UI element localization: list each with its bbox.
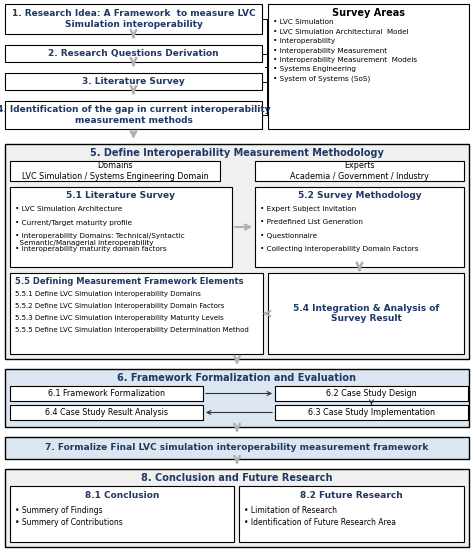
FancyBboxPatch shape [5,4,262,34]
Text: • LVC Simulation Architectural  Model: • LVC Simulation Architectural Model [273,29,409,34]
Text: Domains
LVC Simulation / Systems Engineering Domain: Domains LVC Simulation / Systems Enginee… [22,161,208,181]
FancyBboxPatch shape [275,405,468,420]
FancyBboxPatch shape [10,273,263,354]
Text: Experts
Academia / Government / Industry: Experts Academia / Government / Industry [290,161,429,181]
Text: 5.5 Defining Measurement Framework Elements: 5.5 Defining Measurement Framework Eleme… [15,278,244,286]
Text: • Expert Subject Invitation: • Expert Subject Invitation [260,206,356,212]
FancyBboxPatch shape [255,161,464,181]
Text: 7. Formalize Final LVC simulation interoperability measurement framework: 7. Formalize Final LVC simulation intero… [46,443,428,453]
FancyBboxPatch shape [10,161,220,181]
Text: 8. Conclusion and Future Research: 8. Conclusion and Future Research [141,473,333,483]
Text: 8.2 Future Research: 8.2 Future Research [300,491,403,500]
Text: 5. Define Interoperability Measurement Methodology: 5. Define Interoperability Measurement M… [90,148,384,158]
FancyBboxPatch shape [268,4,469,129]
Text: • Interoperability Domains: Technical/Syntactic
  Semantic/Managerial interopera: • Interoperability Domains: Technical/Sy… [15,233,185,246]
FancyBboxPatch shape [5,101,262,129]
FancyBboxPatch shape [239,486,464,542]
FancyBboxPatch shape [10,486,234,542]
Text: • Systems Engineering: • Systems Engineering [273,66,356,72]
Text: • Interoperability Measurement  Models: • Interoperability Measurement Models [273,57,417,63]
Text: • Interoperability maturity domain factors: • Interoperability maturity domain facto… [15,247,167,252]
Text: 3. Literature Survey: 3. Literature Survey [82,77,185,86]
Text: • Predefined List Generation: • Predefined List Generation [260,220,363,226]
Text: • Limitation of Research: • Limitation of Research [244,506,337,515]
FancyBboxPatch shape [5,469,469,547]
Text: • Summery of Contributions: • Summery of Contributions [15,518,123,527]
Text: 5.5.2 Define LVC Simulation Interoperability Domain Factors: 5.5.2 Define LVC Simulation Interoperabi… [15,303,224,309]
FancyBboxPatch shape [5,369,469,427]
Text: 1. Research Idea: A Framework  to measure LVC
Simulation interoperability: 1. Research Idea: A Framework to measure… [12,9,255,29]
Text: 6. Framework Formalization and Evaluation: 6. Framework Formalization and Evaluatio… [118,373,356,383]
Text: 5.5.1 Define LVC Simulation Interoperability Domains: 5.5.1 Define LVC Simulation Interoperabi… [15,291,201,297]
Text: • Interoperability: • Interoperability [273,38,335,44]
Text: 5.5.5 Define LVC Simulation Interoperability Determination Method: 5.5.5 Define LVC Simulation Interoperabi… [15,327,249,333]
Text: • Collecting Interoperability Domain Factors: • Collecting Interoperability Domain Fac… [260,247,419,252]
Text: • LVC Simulation Architecture: • LVC Simulation Architecture [15,206,122,212]
Text: 5.2 Survey Methodology: 5.2 Survey Methodology [298,192,421,200]
FancyBboxPatch shape [255,187,464,267]
FancyBboxPatch shape [10,405,203,420]
Text: • Summery of Findings: • Summery of Findings [15,506,103,515]
Text: • System of Systems (SoS): • System of Systems (SoS) [273,76,370,82]
Text: 5.4 Integration & Analysis of
Survey Result: 5.4 Integration & Analysis of Survey Res… [293,304,439,323]
Text: 6.2 Case Study Design: 6.2 Case Study Design [326,389,417,398]
FancyBboxPatch shape [5,45,262,62]
Text: 8.1 Conclusion: 8.1 Conclusion [85,491,159,500]
Text: • Current/Target maturity profile: • Current/Target maturity profile [15,220,132,226]
Text: 5.5.3 Define LVC Simulation Interoperability Maturity Levels: 5.5.3 Define LVC Simulation Interoperabi… [15,315,224,321]
FancyBboxPatch shape [268,273,464,354]
Text: • Interoperability Measurement: • Interoperability Measurement [273,47,387,54]
Text: • Questionnaire: • Questionnaire [260,233,317,239]
Text: 6.1 Framework Formalization: 6.1 Framework Formalization [48,389,165,398]
Text: Survey Areas: Survey Areas [332,8,405,18]
Text: 2. Research Questions Derivation: 2. Research Questions Derivation [48,49,219,58]
FancyBboxPatch shape [5,73,262,90]
FancyBboxPatch shape [5,437,469,459]
Text: 6.3 Case Study Implementation: 6.3 Case Study Implementation [308,408,435,417]
FancyBboxPatch shape [5,144,469,359]
FancyBboxPatch shape [275,386,468,401]
Text: • LVC Simulation: • LVC Simulation [273,19,334,25]
FancyBboxPatch shape [10,386,203,401]
Text: 4. Identification of the gap in current interoperability
measurement methods: 4. Identification of the gap in current … [0,105,270,125]
Text: 6.4 Case Study Result Analysis: 6.4 Case Study Result Analysis [45,408,168,417]
Text: • Identification of Future Research Area: • Identification of Future Research Area [244,518,396,527]
Text: 5.1 Literature Survey: 5.1 Literature Survey [66,192,175,200]
FancyBboxPatch shape [10,187,232,267]
